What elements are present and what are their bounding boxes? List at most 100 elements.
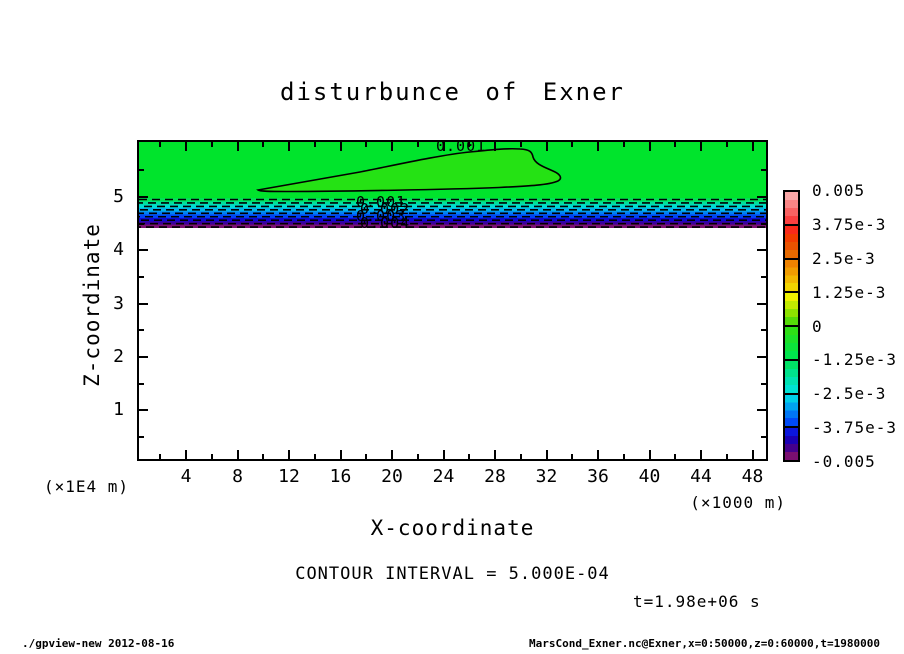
dashed-negative-contours [139, 198, 766, 228]
y-tick-right [761, 222, 766, 225]
x-tick-top [519, 142, 522, 147]
x-tick-top [674, 142, 677, 147]
y-tick-label: 2 [113, 345, 124, 367]
x-tick-bottom [365, 454, 368, 459]
footer-command: ./gpview-new 2012-08-16 [22, 637, 175, 650]
y-tick-left [139, 382, 144, 385]
y-tick-right [757, 409, 766, 412]
y-tick-left [139, 275, 144, 278]
y-tick-left [139, 435, 144, 438]
contour-interval-text: CONTOUR INTERVAL = 5.000E-04 [295, 564, 610, 584]
y-tick-label: 3 [113, 292, 124, 314]
colorbar-block-6 [785, 392, 798, 427]
y-tick-right [761, 435, 766, 438]
y-tick-left [139, 196, 148, 198]
y-tick-right [757, 355, 766, 358]
x-tick-top [597, 142, 599, 151]
colorbar-block-5 [785, 358, 798, 393]
y-tick-left [139, 409, 148, 412]
colorbar-label: 0.005 [812, 181, 866, 200]
x-axis-title: X-coordinate [370, 516, 535, 540]
x-tick-bottom [442, 450, 445, 459]
x-tick-top [313, 142, 316, 147]
x-tick-top [159, 142, 162, 147]
x-tick-top [494, 142, 496, 151]
tick-marks [139, 142, 766, 459]
x-tick-bottom [339, 450, 342, 459]
x-tick-bottom [236, 450, 239, 459]
x-tick-bottom [571, 454, 574, 459]
y-tick-left [139, 302, 148, 305]
x-tick-label: 12 [278, 466, 300, 487]
colorbar-block-4 [785, 325, 798, 359]
x-tick-top [210, 142, 213, 147]
x-tick-label: 16 [329, 466, 352, 487]
y-tick-left [139, 329, 144, 332]
y-tick-right [761, 275, 766, 278]
x-tick-label: 44 [690, 466, 712, 487]
x-tick-label: 48 [741, 466, 764, 487]
x-tick-top [545, 142, 548, 151]
x-tick-top [442, 142, 445, 151]
colorbar-block-2 [785, 257, 798, 292]
x-tick-bottom [700, 450, 702, 459]
x-tick-bottom [313, 454, 316, 459]
contour-label: 0.001 [356, 193, 407, 211]
colorbar-label: 2.5e-3 [812, 248, 876, 268]
x-tick-label: 24 [432, 466, 455, 487]
x-tick-top [751, 142, 754, 151]
colorbar-block-3 [785, 291, 798, 325]
y-tick-label: 5 [113, 186, 124, 207]
x-tick-label: 28 [484, 466, 506, 487]
contour-label: 0.002 [360, 200, 411, 218]
colorbar-block-0 [785, 192, 798, 224]
x-tick-bottom [545, 450, 548, 459]
footer-datasource: MarsCond_Exner.nc@Exner,x=0:50000,z=0:60… [529, 637, 880, 650]
x-tick-bottom [494, 450, 496, 459]
plot-title: disturbunce of Exner [280, 78, 625, 106]
colorbar-label: -2.5e-3 [812, 384, 887, 404]
x-tick-top [416, 142, 419, 147]
x-tick-bottom [622, 454, 625, 459]
x-tick-top [365, 142, 368, 147]
x-tick-top [185, 142, 187, 151]
y-tick-left [139, 169, 144, 172]
y-tick-right [757, 196, 766, 198]
contour-label: 0.004 [360, 214, 411, 232]
x-tick-bottom [210, 454, 213, 459]
x-tick-bottom [468, 454, 471, 459]
colorbar-block-7 [785, 426, 798, 460]
x-tick-top [468, 142, 471, 147]
contour-lens-0.001 [256, 147, 562, 193]
y-tick-right [757, 302, 766, 305]
y-tick-right [761, 329, 766, 332]
x-tick-bottom [648, 450, 651, 459]
x-tick-bottom [159, 454, 162, 459]
x-tick-top [288, 142, 290, 151]
x-tick-top [725, 142, 728, 147]
colorbar-label: -3.75e-3 [812, 418, 898, 438]
y-axis-unit: (×1E4 m) [44, 477, 130, 496]
x-tick-top [700, 142, 702, 151]
x-tick-bottom [262, 454, 265, 459]
x-tick-bottom [751, 450, 754, 459]
y-tick-right [757, 249, 766, 252]
x-tick-label: 32 [535, 466, 558, 487]
x-tick-label: 4 [180, 466, 192, 487]
y-tick-right [761, 169, 766, 172]
x-tick-bottom [597, 450, 599, 459]
contour-label-top: 0.001 [436, 137, 487, 155]
colorbar-label: 1.25e-3 [812, 282, 887, 302]
x-tick-bottom [725, 454, 728, 459]
colorbar-label: -0.005 [812, 452, 876, 471]
y-tick-right [761, 382, 766, 385]
colorbar-label: 3.75e-3 [812, 214, 887, 234]
x-tick-label: 40 [638, 466, 661, 487]
y-tick-left [139, 249, 148, 252]
colorbar [783, 190, 800, 462]
y-tick-label: 4 [113, 239, 124, 261]
y-tick-left [139, 355, 148, 358]
x-tick-top [648, 142, 651, 151]
x-tick-top [391, 142, 393, 151]
y-tick-left [139, 222, 144, 225]
